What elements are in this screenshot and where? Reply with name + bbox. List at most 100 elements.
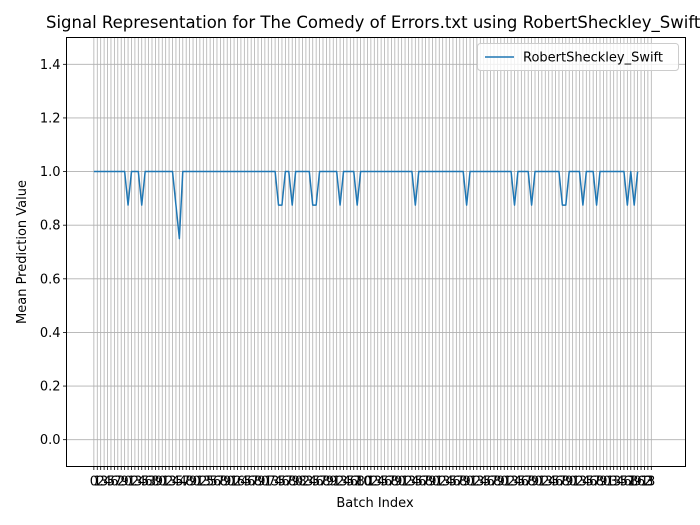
x-tick-label: 6 xyxy=(281,475,289,490)
x-tick-label: 6 xyxy=(521,475,529,490)
x-tick-label: 8 xyxy=(596,475,604,490)
x-tick-label: 1 xyxy=(538,475,546,490)
x-tick-label: 8 xyxy=(322,475,330,490)
x-tick-label: 5 xyxy=(586,475,594,490)
x-tick-label: 163 xyxy=(629,475,654,490)
x-tick-label: 8 xyxy=(562,475,570,490)
y-tick-label: 0.6 xyxy=(40,272,61,287)
x-tick-label: 1 xyxy=(333,475,341,490)
x-tick-label: 2 xyxy=(541,475,549,490)
x-tick-label: 9 xyxy=(462,475,470,490)
x-tick-label: 3 xyxy=(647,475,655,490)
x-tick-label: 4 xyxy=(445,475,453,490)
x-tick-label: 6 xyxy=(418,475,426,490)
x-tick-label: 5 xyxy=(483,475,491,490)
x-tick-label: 3 xyxy=(100,475,108,490)
y-tick-label: 1.0 xyxy=(40,165,61,180)
x-tick-label: 7 xyxy=(524,475,532,490)
x-tick-label: 6 xyxy=(110,475,118,490)
x-tick-label: 3 xyxy=(442,475,450,490)
x-tick-label: 0 xyxy=(363,475,371,490)
x-tick-label: 7 xyxy=(592,475,600,490)
series-line-robertsheckley-swift xyxy=(93,170,639,240)
x-tick-label: 4 xyxy=(480,475,488,490)
x-tick-label: 2 xyxy=(97,475,105,490)
x-tick-label: 1 xyxy=(230,475,238,490)
x-tick-label: 5 xyxy=(107,475,115,490)
x-tick-label: 9 xyxy=(497,475,505,490)
x-tick-label: 5 xyxy=(620,475,628,490)
x-tick-label: 8 xyxy=(220,475,228,490)
x-tick-label: 9 xyxy=(531,475,539,490)
x-tick-label: 9 xyxy=(155,475,163,490)
x-tick-label: 9 xyxy=(223,475,231,490)
y-tick-label: 1.2 xyxy=(40,111,61,126)
y-tick-label: 0.8 xyxy=(40,219,61,234)
x-tick-label: 8 xyxy=(254,475,262,490)
x-tick-label: 0 xyxy=(534,475,542,490)
legend-label-robertsheckley-swift: RobertSheckley_Swift xyxy=(523,51,663,66)
x-tick-label: 2 xyxy=(165,475,173,490)
x-tick-label: 4 xyxy=(172,475,180,490)
x-tick-label: 3 xyxy=(610,475,618,490)
y-tick-label: 1.4 xyxy=(40,58,61,73)
x-tick-label: 1 xyxy=(435,475,443,490)
x-tick-label: 7 xyxy=(490,475,498,490)
x-tick-label: 6 xyxy=(237,475,245,490)
x-tick-label: 5 xyxy=(449,475,457,490)
legend: RobertSheckley_Swift xyxy=(477,43,679,71)
x-tick-label: 0 xyxy=(295,475,303,490)
x-tick-label: 8 xyxy=(630,475,638,490)
x-tick-label: 8 xyxy=(391,475,399,490)
x-tick-label: 8 xyxy=(356,475,364,490)
x-tick-label: 3 xyxy=(305,475,313,490)
x-tick-label: 9 xyxy=(120,475,128,490)
x-tick-label: 7 xyxy=(250,475,258,490)
x-tick-label: 2 xyxy=(575,475,583,490)
x-tick-label: 6 xyxy=(144,475,152,490)
x-tick-label: 1 xyxy=(162,475,170,490)
x-tick-label: 3 xyxy=(408,475,416,490)
x-tick-label: 9 xyxy=(394,475,402,490)
x-tick-label: 4 xyxy=(343,475,351,490)
x-tick-label: 3 xyxy=(510,475,518,490)
x-tick-label: 2 xyxy=(370,475,378,490)
x-tick-label: 10 xyxy=(356,475,373,490)
x-tick-label: 4 xyxy=(103,475,111,490)
x-tick-label: 3 xyxy=(271,475,279,490)
y-tick-label: 0.0 xyxy=(40,433,61,448)
x-tick-label: 0 xyxy=(603,475,611,490)
x-tick-label: 5 xyxy=(206,475,214,490)
x-tick-label: 4 xyxy=(582,475,590,490)
x-tick-label: 3 xyxy=(476,475,484,490)
x-tick-label: 0 xyxy=(227,475,235,490)
x-tick-label: 5 xyxy=(415,475,423,490)
x-tick-label: 3 xyxy=(579,475,587,490)
x-tick-label: 0 xyxy=(398,475,406,490)
x-tick-label: 6 xyxy=(555,475,563,490)
x-tick-label: 1 xyxy=(196,475,204,490)
x-tick-label: 3 xyxy=(148,475,156,490)
x-tick-label: 6 xyxy=(247,475,255,490)
x-tick-label: 9 xyxy=(565,475,573,490)
x-tick-label: 5 xyxy=(551,475,559,490)
x-tick-label: 3 xyxy=(203,475,211,490)
x-tick-label: 8 xyxy=(288,475,296,490)
x-tick-label: 9 xyxy=(428,475,436,490)
x-tick-label: 6 xyxy=(315,475,323,490)
x-tick-label: 5 xyxy=(346,475,354,490)
x-tick-label: 2 xyxy=(233,475,241,490)
x-tick-label: 3 xyxy=(168,475,176,490)
x-tick-label: 2 xyxy=(199,475,207,490)
y-tick-label: 0.4 xyxy=(40,326,61,341)
x-tick-label: 7 xyxy=(421,475,429,490)
x-tick-label: 4 xyxy=(240,475,248,490)
x-tick-label: 0 xyxy=(432,475,440,490)
x-tick-label: 8 xyxy=(185,475,193,490)
y-tick-label: 0.2 xyxy=(40,380,61,395)
x-tick-label: 4 xyxy=(309,475,317,490)
x-tick-label: 5 xyxy=(244,475,252,490)
x-tick-label: 9 xyxy=(326,475,334,490)
x-tick-label: 1 xyxy=(572,475,580,490)
x-tick-label: 1 xyxy=(367,475,375,490)
